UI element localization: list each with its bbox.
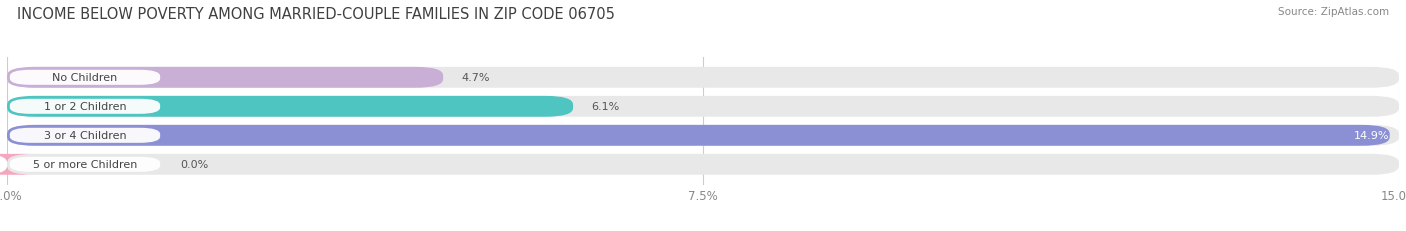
FancyBboxPatch shape — [10, 70, 160, 85]
FancyBboxPatch shape — [7, 67, 1399, 88]
FancyBboxPatch shape — [7, 154, 1399, 175]
FancyBboxPatch shape — [7, 67, 443, 88]
Text: 1 or 2 Children: 1 or 2 Children — [44, 102, 127, 112]
Text: 6.1%: 6.1% — [592, 102, 620, 112]
Text: 0.0%: 0.0% — [180, 160, 209, 170]
FancyBboxPatch shape — [7, 97, 1399, 117]
FancyBboxPatch shape — [7, 125, 1389, 146]
Text: No Children: No Children — [52, 73, 118, 83]
Text: INCOME BELOW POVERTY AMONG MARRIED-COUPLE FAMILIES IN ZIP CODE 06705: INCOME BELOW POVERTY AMONG MARRIED-COUPL… — [17, 7, 614, 22]
Text: 4.7%: 4.7% — [461, 73, 491, 83]
FancyBboxPatch shape — [10, 128, 160, 143]
Text: 14.9%: 14.9% — [1354, 131, 1389, 141]
Text: 3 or 4 Children: 3 or 4 Children — [44, 131, 127, 141]
Text: Source: ZipAtlas.com: Source: ZipAtlas.com — [1278, 7, 1389, 17]
FancyBboxPatch shape — [0, 154, 35, 175]
FancyBboxPatch shape — [10, 99, 160, 114]
Text: 5 or more Children: 5 or more Children — [32, 160, 138, 170]
FancyBboxPatch shape — [10, 157, 160, 172]
FancyBboxPatch shape — [7, 97, 574, 117]
FancyBboxPatch shape — [7, 125, 1399, 146]
